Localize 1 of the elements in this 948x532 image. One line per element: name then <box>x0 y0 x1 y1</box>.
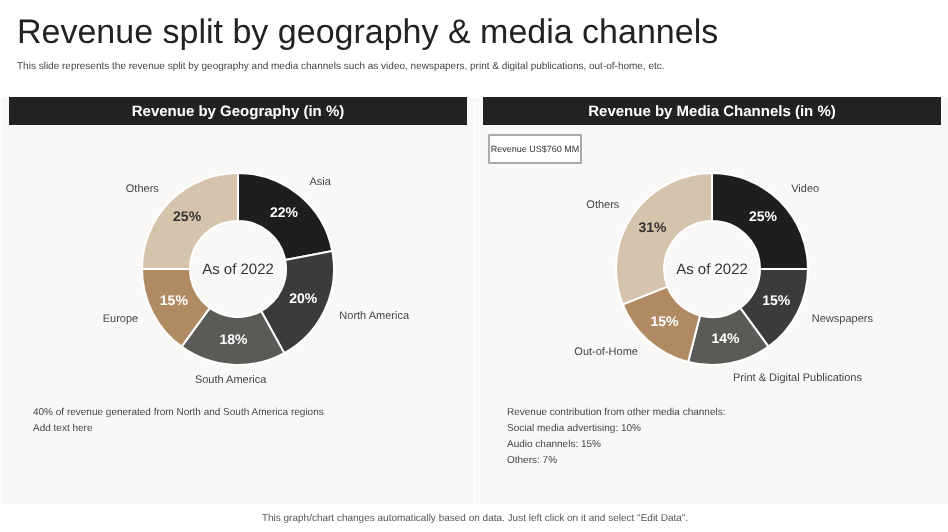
text: Revenue split by geography & media channels <box>17 13 719 51</box>
